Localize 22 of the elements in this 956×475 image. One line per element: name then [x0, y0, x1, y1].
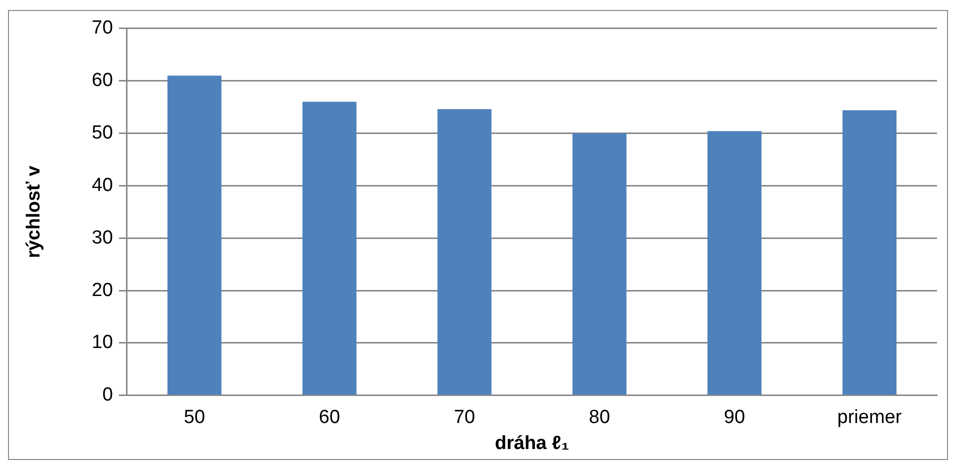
y-tick-label: 10: [92, 332, 113, 354]
y-tick-label: 60: [92, 70, 113, 92]
bar: [842, 110, 896, 395]
y-tick-label: 30: [92, 227, 113, 248]
y-tick-label: 0: [102, 384, 113, 406]
y-axis-title: rýchlosť v: [24, 165, 45, 258]
bar: [302, 102, 356, 395]
x-tick-label: 70: [454, 407, 476, 428]
y-tick-label: 20: [92, 280, 113, 301]
x-tick-label: 60: [318, 407, 340, 428]
bar: [437, 109, 492, 395]
x-tick-label: 50: [184, 407, 206, 428]
bar: [167, 76, 222, 395]
x-tick-label: 90: [724, 407, 746, 428]
x-axis-title: dráha ℓ₁: [494, 432, 570, 454]
x-tick-label: priemer: [837, 407, 902, 428]
y-tick-label: 50: [92, 122, 113, 144]
bar: [707, 131, 762, 395]
x-tick-label: 80: [588, 407, 610, 428]
y-tick-label: 40: [92, 174, 113, 196]
bar: [572, 133, 626, 395]
y-tick-label: 70: [92, 18, 113, 39]
